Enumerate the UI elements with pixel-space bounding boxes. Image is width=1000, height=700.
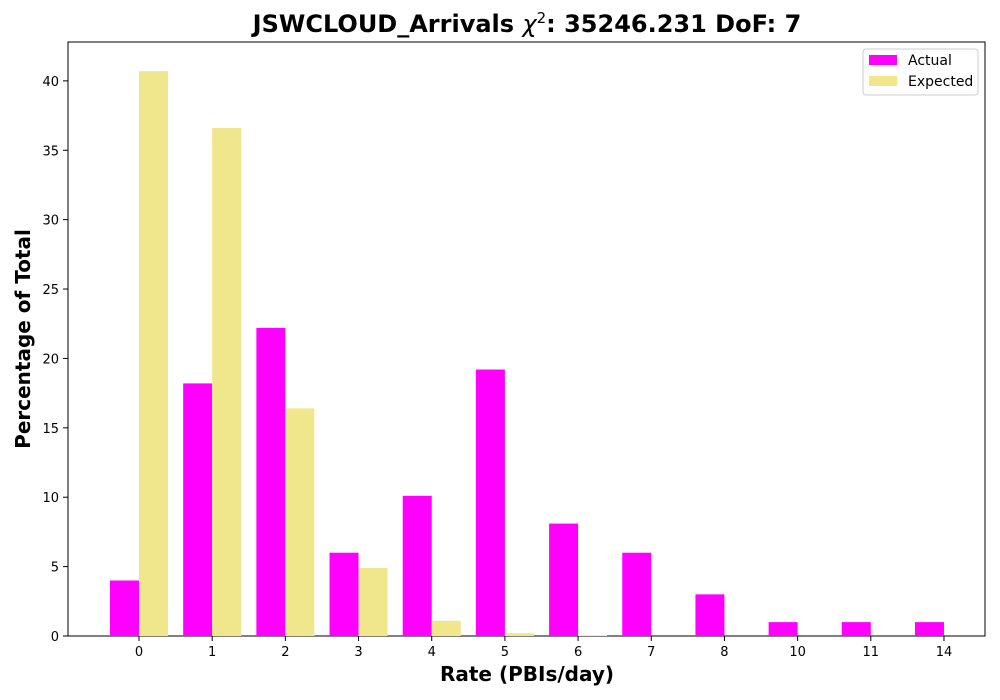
bar-expected-5: [504, 633, 534, 636]
bars: [110, 71, 944, 637]
bar-expected-4: [431, 620, 461, 636]
legend: Actual Expected: [862, 48, 979, 96]
x-tick-label: 7: [647, 645, 655, 660]
bar-expected-3: [358, 567, 388, 636]
bar-actual-11: [841, 622, 871, 636]
y-tick-label: 10: [42, 491, 59, 506]
bar-actual-10: [768, 622, 798, 636]
bar-expected-1: [212, 128, 242, 636]
x-axis-ticks: 0 1 2 3 4 5 6 7 8 10 11 14: [135, 636, 952, 660]
x-tick-label: 0: [135, 645, 143, 660]
bar-actual-8: [695, 594, 725, 636]
bar-actual-4: [402, 495, 432, 636]
y-tick-label: 0: [51, 630, 59, 645]
bar-actual-14: [914, 622, 944, 636]
x-tick-label: 11: [863, 645, 880, 660]
legend-swatch-actual: [869, 55, 897, 65]
bar-actual-1: [183, 383, 213, 636]
x-tick-label: 2: [281, 645, 289, 660]
x-axis-label: Rate (PBIs/day): [440, 662, 614, 686]
title-sup: 2: [537, 9, 547, 27]
bar-expected-2: [285, 408, 315, 636]
y-tick-label: 30: [42, 214, 59, 229]
title-chi: χ: [520, 10, 537, 38]
x-tick-label: 10: [789, 645, 806, 660]
y-tick-label: 40: [42, 75, 59, 90]
x-tick-label: 14: [936, 645, 953, 660]
y-tick-label: 15: [42, 422, 59, 437]
legend-swatch-expected: [869, 76, 897, 86]
y-tick-label: 20: [42, 352, 59, 367]
x-tick-label: 1: [208, 645, 216, 660]
bar-expected-6: [578, 635, 608, 636]
bar-actual-3: [329, 552, 359, 636]
bar-actual-6: [549, 523, 579, 636]
chart-title: JSWCLOUD_Arrivals χ2: 35246.231 DoF: 7: [251, 9, 802, 38]
y-tick-label: 35: [42, 144, 59, 159]
x-tick-label: 8: [720, 645, 728, 660]
y-tick-label: 25: [42, 283, 59, 298]
y-axis-label: Percentage of Total: [11, 229, 35, 449]
x-tick-label: 5: [501, 645, 509, 660]
title-rest: : 35246.231 DoF: 7: [546, 10, 801, 38]
bar-actual-5: [475, 369, 505, 636]
bar-actual-7: [622, 552, 652, 636]
legend-label-actual: Actual: [908, 53, 952, 69]
title-main: JSWCLOUD_Arrivals: [251, 10, 523, 38]
x-tick-label: 4: [428, 645, 436, 660]
y-tick-label: 5: [51, 561, 59, 576]
x-tick-label: 3: [354, 645, 362, 660]
x-tick-label: 6: [574, 645, 582, 660]
bar-actual-2: [256, 327, 286, 636]
legend-label-expected: Expected: [908, 74, 973, 90]
bar-expected-0: [139, 71, 168, 637]
bar-actual-0: [110, 580, 139, 636]
y-axis-ticks: 0 5 10 15 20 25 30 35 40: [42, 75, 68, 645]
